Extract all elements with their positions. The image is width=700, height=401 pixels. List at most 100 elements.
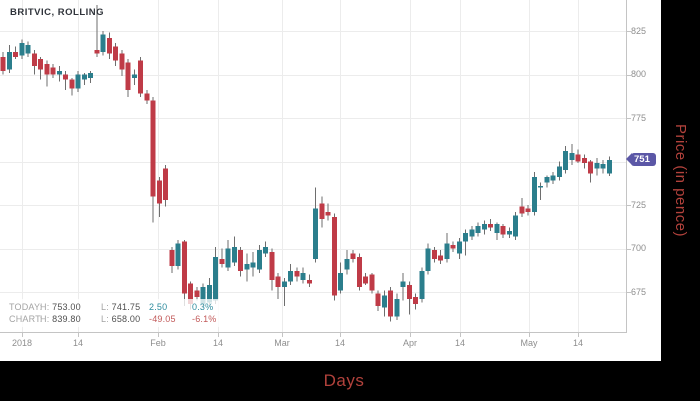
candle-down[interactable]	[350, 253, 356, 259]
candle-up[interactable]	[494, 224, 500, 233]
candle-up[interactable]	[381, 295, 387, 308]
candle-down[interactable]	[356, 257, 362, 287]
candle-down[interactable]	[138, 60, 143, 94]
candle-down[interactable]	[125, 62, 131, 91]
candle-down[interactable]	[238, 250, 243, 272]
candle-down[interactable]	[38, 58, 43, 70]
candle-down[interactable]	[13, 51, 18, 58]
candle-down[interactable]	[519, 206, 525, 214]
candle-down[interactable]	[581, 158, 587, 164]
candle-down[interactable]	[375, 293, 381, 306]
candle-up[interactable]	[481, 224, 487, 230]
candle-up[interactable]	[300, 272, 306, 280]
candle-up[interactable]	[563, 151, 568, 171]
candle-up[interactable]	[81, 74, 87, 80]
candle-up[interactable]	[394, 298, 400, 317]
candle-up[interactable]	[531, 177, 537, 212]
candle-up[interactable]	[19, 43, 25, 56]
candle-up[interactable]	[469, 229, 475, 237]
candle-down[interactable]	[0, 57, 6, 72]
candle-up[interactable]	[88, 72, 93, 78]
candle-up[interactable]	[506, 231, 512, 235]
candle-down[interactable]	[275, 276, 281, 287]
candle-up[interactable]	[206, 285, 212, 303]
candle-down[interactable]	[450, 245, 456, 249]
candle-down[interactable]	[31, 53, 37, 66]
candle-down[interactable]	[406, 285, 412, 299]
candle-up[interactable]	[544, 177, 550, 183]
candle-up[interactable]	[100, 34, 106, 52]
candle-down[interactable]	[525, 208, 531, 212]
candle-up[interactable]	[250, 262, 256, 268]
candle-up[interactable]	[231, 246, 237, 263]
candle-up[interactable]	[344, 258, 350, 270]
candle-down[interactable]	[363, 276, 368, 284]
candle-down[interactable]	[194, 290, 200, 298]
candle-down[interactable]	[388, 290, 393, 317]
candle-up[interactable]	[256, 250, 262, 270]
candle-up[interactable]	[538, 185, 543, 188]
candle-down[interactable]	[294, 271, 300, 277]
candle-down[interactable]	[181, 241, 187, 294]
plot-area[interactable]: BRITVIC, ROLLING TODAY:H: 753.00 L: 741.7…	[0, 0, 661, 361]
candle-down[interactable]	[169, 250, 175, 266]
candle-up[interactable]	[225, 248, 231, 268]
candle-down[interactable]	[94, 50, 100, 54]
candle-down[interactable]	[369, 274, 375, 291]
candle-down[interactable]	[325, 211, 331, 216]
candle-down[interactable]	[113, 46, 118, 61]
candle-down[interactable]	[63, 74, 68, 80]
candle-up[interactable]	[606, 159, 612, 174]
candle-up[interactable]	[594, 163, 600, 169]
candle-up[interactable]	[463, 232, 468, 242]
candle-down[interactable]	[150, 100, 156, 197]
candle-down[interactable]	[488, 224, 493, 228]
candle-up[interactable]	[600, 164, 606, 169]
candle-down[interactable]	[269, 251, 275, 280]
candle-up[interactable]	[400, 281, 406, 287]
candle-up[interactable]	[288, 271, 293, 282]
candle-down[interactable]	[588, 161, 593, 174]
candle-up[interactable]	[338, 272, 343, 291]
candle-down[interactable]	[106, 37, 112, 54]
candle-up[interactable]	[313, 208, 318, 259]
candle-down[interactable]	[413, 297, 418, 305]
candle-up[interactable]	[569, 152, 575, 160]
candle-up[interactable]	[25, 44, 31, 54]
candle-down[interactable]	[331, 217, 337, 296]
candle-up[interactable]	[200, 286, 206, 305]
candle-down[interactable]	[119, 53, 125, 70]
candle-up[interactable]	[419, 271, 425, 299]
candle-up[interactable]	[75, 74, 81, 89]
candle-down[interactable]	[69, 79, 75, 89]
candle-up[interactable]	[550, 175, 556, 181]
candle-down[interactable]	[44, 64, 50, 75]
candle-up[interactable]	[213, 257, 218, 301]
candle-up[interactable]	[425, 248, 431, 272]
candle-up[interactable]	[56, 71, 62, 75]
candle-down[interactable]	[438, 255, 443, 261]
candle-up[interactable]	[556, 166, 562, 178]
candle-up[interactable]	[131, 74, 137, 78]
candle-up[interactable]	[263, 246, 268, 254]
candle-down[interactable]	[319, 203, 325, 219]
candle-up[interactable]	[513, 215, 518, 237]
candle-up[interactable]	[456, 241, 462, 254]
candle-down[interactable]	[163, 168, 168, 200]
candle-up[interactable]	[475, 225, 481, 233]
candle-down[interactable]	[431, 250, 437, 259]
candle-up[interactable]	[444, 243, 450, 259]
candle-down[interactable]	[219, 258, 225, 265]
candle-up[interactable]	[281, 281, 287, 287]
candle-up[interactable]	[244, 264, 250, 270]
candle-up[interactable]	[6, 51, 12, 70]
candle-down[interactable]	[306, 279, 312, 284]
candle-down[interactable]	[144, 93, 150, 101]
candle-up[interactable]	[175, 243, 181, 266]
candle-down[interactable]	[575, 154, 581, 162]
candle-down[interactable]	[500, 225, 506, 235]
candle-down[interactable]	[156, 180, 162, 204]
candlestick-plot[interactable]	[0, 0, 661, 361]
candle-down[interactable]	[50, 67, 56, 75]
candle-down[interactable]	[188, 283, 193, 305]
